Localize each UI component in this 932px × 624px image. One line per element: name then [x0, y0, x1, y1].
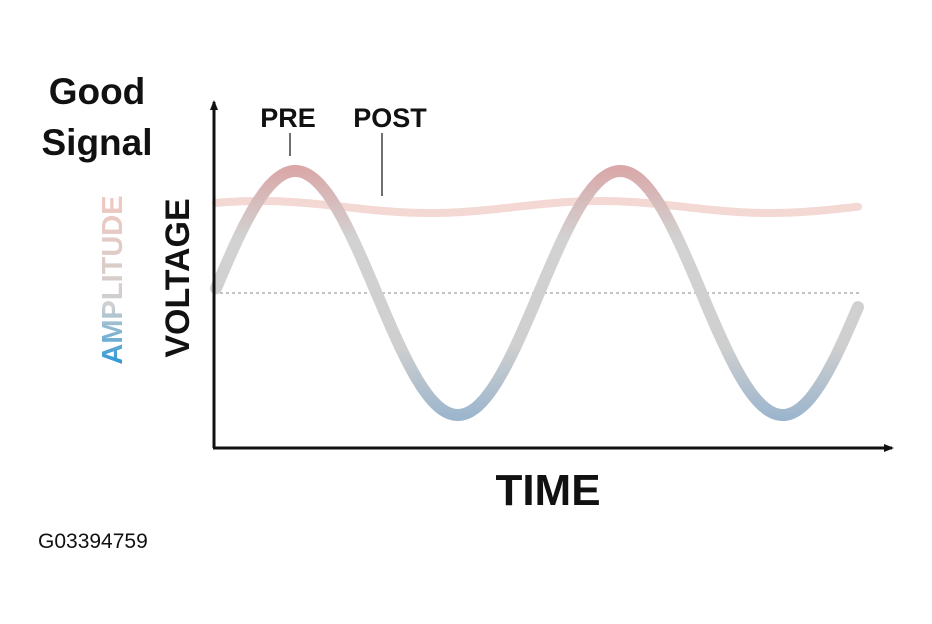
- title-line: Signal: [41, 122, 152, 163]
- pre-wave: [210, 164, 864, 422]
- post-wave: [212, 197, 862, 217]
- post-label: POST: [353, 103, 427, 133]
- pre-label: PRE: [260, 103, 316, 133]
- title-line: Good: [49, 71, 146, 112]
- time-label: TIME: [495, 466, 600, 515]
- figure-id: G03394759: [38, 530, 148, 553]
- amplitude-label: AMPLITUDE: [97, 195, 129, 364]
- voltage-label: VOLTAGE: [159, 198, 197, 357]
